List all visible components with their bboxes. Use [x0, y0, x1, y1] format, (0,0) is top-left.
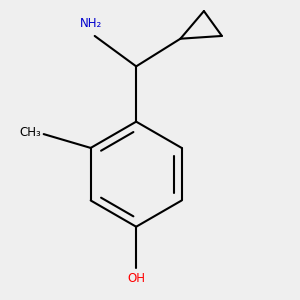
Text: CH₃: CH₃	[19, 126, 41, 139]
Text: NH₂: NH₂	[80, 17, 102, 30]
Text: OH: OH	[127, 272, 145, 285]
